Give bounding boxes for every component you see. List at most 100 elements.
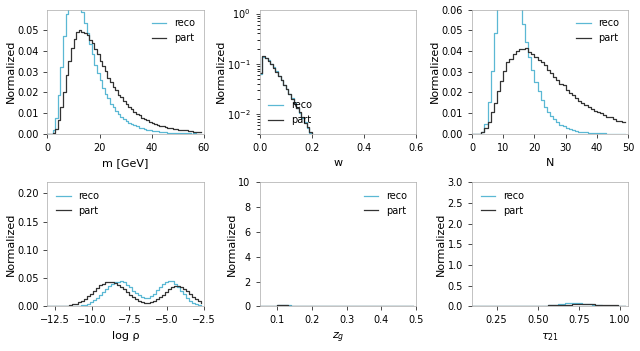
Y-axis label: Normalized: Normalized [227, 213, 237, 276]
part [303, 125, 310, 130]
part [339, 304, 347, 309]
Legend: reco, part: reco, part [148, 14, 199, 47]
part [580, 102, 588, 107]
reco [604, 304, 612, 308]
reco [545, 303, 552, 307]
part [490, 101, 498, 105]
part [551, 303, 559, 307]
Y-axis label: Normalized: Normalized [216, 40, 225, 104]
reco [315, 304, 323, 308]
reco [256, 304, 264, 309]
part [621, 120, 629, 125]
reco [342, 304, 350, 309]
part [598, 303, 605, 307]
part [468, 304, 476, 309]
Line: reco: reco [472, 303, 625, 306]
part [287, 304, 295, 308]
part [612, 119, 620, 123]
part [604, 303, 612, 307]
reco [591, 303, 599, 307]
part [44, 304, 51, 309]
reco [562, 126, 570, 130]
Line: reco: reco [472, 0, 625, 134]
reco [143, 127, 150, 132]
part [385, 304, 392, 309]
part [609, 117, 616, 121]
reco [488, 304, 496, 309]
reco [360, 304, 368, 309]
reco [188, 301, 196, 305]
part [298, 304, 305, 308]
part [499, 69, 507, 73]
reco [574, 130, 582, 134]
part [493, 88, 501, 93]
reco [537, 98, 545, 102]
reco [568, 301, 575, 305]
part [308, 133, 316, 137]
part [492, 304, 499, 309]
reco [584, 302, 592, 306]
reco [596, 131, 604, 135]
part [56, 304, 63, 308]
part [478, 304, 486, 309]
reco [484, 100, 492, 105]
part [402, 285, 410, 290]
part [280, 303, 288, 307]
reco [477, 130, 485, 134]
Line: part: part [260, 57, 413, 287]
part [188, 294, 196, 299]
part [119, 287, 127, 291]
part [558, 303, 566, 307]
reco [578, 302, 586, 306]
reco [301, 304, 308, 308]
reco [538, 304, 546, 308]
reco [98, 290, 106, 294]
reco [487, 69, 495, 73]
part [559, 83, 566, 87]
Legend: reco, part: reco, part [477, 187, 528, 220]
part [508, 304, 516, 309]
part [555, 303, 563, 307]
reco [381, 304, 388, 309]
part [527, 52, 535, 56]
reco [595, 303, 602, 307]
reco [312, 304, 319, 308]
part [600, 113, 607, 118]
part [572, 302, 579, 306]
reco [549, 117, 557, 121]
part [512, 49, 520, 53]
part [44, 132, 51, 136]
reco [353, 304, 361, 309]
part [541, 304, 549, 308]
part [273, 303, 281, 307]
part [590, 108, 598, 113]
part [298, 115, 305, 119]
part [98, 282, 106, 286]
reco [371, 304, 378, 309]
part [584, 302, 592, 306]
part [481, 304, 489, 309]
reco [505, 304, 513, 309]
reco [294, 304, 302, 308]
reco [85, 42, 93, 46]
part [502, 60, 510, 64]
reco [266, 304, 274, 309]
part [574, 99, 582, 103]
Legend: reco, part: reco, part [264, 97, 316, 129]
part [525, 304, 532, 308]
reco [346, 304, 354, 309]
part [197, 130, 205, 134]
reco [405, 304, 413, 309]
reco [395, 304, 403, 309]
reco [618, 132, 626, 136]
Line: reco: reco [47, 281, 201, 306]
part [515, 304, 522, 309]
part [521, 46, 529, 50]
part [611, 303, 619, 307]
part [575, 302, 582, 306]
part [398, 304, 406, 309]
X-axis label: $z_g$: $z_g$ [332, 331, 344, 345]
reco [276, 303, 284, 307]
reco [273, 303, 281, 307]
reco [587, 131, 595, 135]
